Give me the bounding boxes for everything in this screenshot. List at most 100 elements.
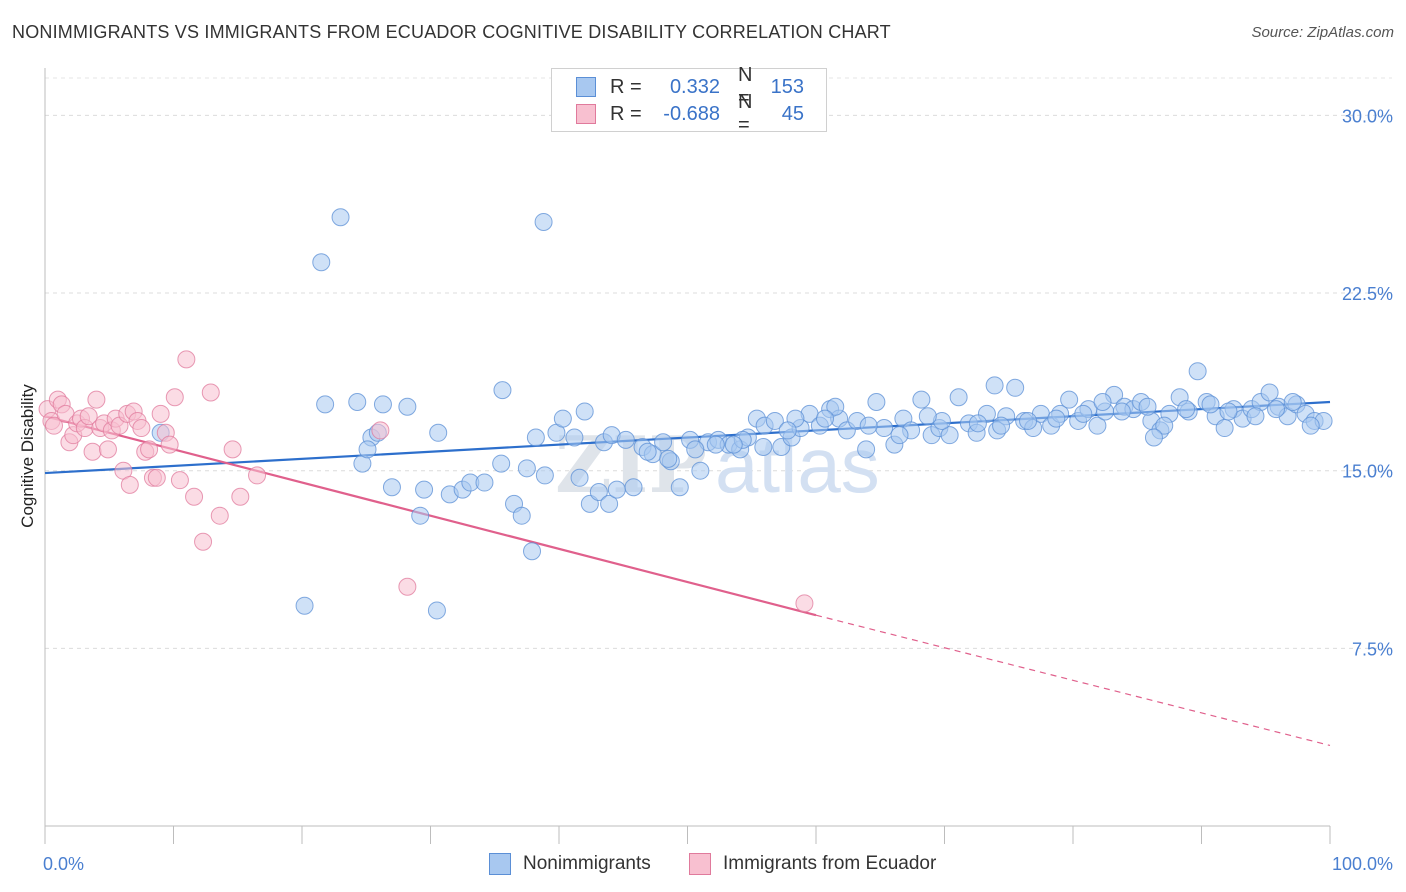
nonimmigrant-point-141: [1201, 395, 1220, 414]
x-tick-label-1: 100.0%: [1332, 854, 1393, 874]
nonimmigrant-point-136: [918, 407, 937, 426]
immigrant-point-45: [795, 594, 814, 613]
immigrant-point-40: [223, 440, 242, 459]
nonimmigrant-point-89: [1060, 390, 1079, 409]
nonimmigrant-point-25: [493, 381, 512, 400]
nonimmigrant-point-143: [1283, 392, 1302, 411]
nonimmigrant-point-41: [616, 430, 635, 449]
nonimmigrant-point-125: [1177, 400, 1196, 419]
nonimmigrant-point-2: [331, 208, 350, 227]
immigrant-point-32: [160, 435, 179, 454]
legend-n-value: 45: [781, 102, 804, 125]
immigrant-point-39: [210, 506, 229, 525]
nonimmigrant-point-67: [857, 440, 876, 459]
bottom-legend-swatch-nonimmigrants: [489, 853, 511, 875]
bottom-legend-immigrants: Immigrants from Ecuador: [689, 852, 936, 876]
immigrant-point-13: [87, 390, 106, 409]
legend-swatch-immigrants: [576, 104, 596, 124]
nonimmigrant-point-28: [535, 466, 554, 485]
nonimmigrant-point-128: [859, 416, 878, 435]
nonimmigrant-point-16: [411, 506, 430, 525]
nonimmigrant-point-146: [1093, 392, 1112, 411]
nonimmigrant-point-132: [659, 449, 678, 468]
immigrant-point-44: [398, 577, 417, 596]
y-tick-label-3: 30.0%: [1342, 106, 1393, 126]
nonimmigrant-point-37: [600, 494, 619, 513]
nonimmigrant-point-49: [691, 461, 710, 480]
nonimmigrant-point-13: [358, 440, 377, 459]
bottom-legend-label-immigrants: Immigrants from Ecuador: [723, 853, 937, 874]
tick-labels: 7.5% 15.0% 22.5% 30.0% 0.0% 100.0%: [43, 106, 1393, 874]
legend-r-value: -0.688: [663, 102, 720, 125]
immigrant-point-30: [151, 404, 170, 423]
nonimmigrant-point-148: [1144, 428, 1163, 447]
immigrant-point-16: [98, 440, 117, 459]
nonimmigrant-point-106: [1215, 419, 1234, 438]
nonimmigrant-point-9: [398, 397, 417, 416]
nonimmigrant-point-149: [754, 438, 773, 456]
bottom-legend-swatch-immigrants: [689, 853, 711, 875]
nonimmigrant-point-138: [1074, 404, 1093, 423]
nonimmigrant-point-118: [985, 376, 1004, 395]
nonimmigrant-point-124: [1138, 397, 1157, 416]
x-tick-label-0: 0.0%: [43, 854, 84, 874]
correlation-legend: R = 0.332 N = 153 R = -0.688 N = 45: [551, 64, 827, 136]
legend-n-value: 153: [770, 75, 804, 98]
nonimmigrant-point-144: [992, 416, 1011, 435]
nonimmigrant-point-150: [724, 435, 743, 454]
legend-row-nonimmigrants: R = 0.332 N = 153: [576, 64, 804, 109]
nonimmigrant-point-7: [348, 392, 367, 411]
immigrant-point-27: [140, 440, 159, 459]
nonimmigrant-point-145: [1047, 409, 1066, 428]
grid-lines: [45, 77, 1392, 649]
nonimmigrant-point-17: [429, 423, 448, 442]
nonimmigrant-point-31: [553, 409, 572, 428]
nonimmigrant-point-120: [826, 397, 845, 416]
legend-swatch-nonimmigrants: [576, 77, 596, 97]
nonimmigrant-point-14: [382, 478, 401, 497]
immigrant-point-35: [177, 350, 196, 369]
nonimmigrant-point-139: [1112, 402, 1131, 421]
nonimmigrant-point-111: [1260, 383, 1279, 402]
legend-row-immigrants: R = -0.688 N = 45: [576, 91, 804, 136]
y-tick-label-1: 15.0%: [1342, 462, 1393, 482]
nonimmigrant-point-33: [575, 402, 594, 421]
legend-r-value: 0.332: [669, 75, 720, 98]
nonimmigrant-point-34: [570, 468, 589, 487]
axes: [44, 68, 1331, 844]
nonimmigrant-point-140: [1155, 416, 1174, 435]
nonimmigrant-point-73: [912, 390, 931, 409]
nonimmigrant-point-26: [517, 459, 536, 478]
y-tick-label-0: 7.5%: [1352, 639, 1393, 659]
immigrant-point-42: [248, 466, 267, 485]
nonimmigrant-point-57: [765, 411, 784, 430]
nonimmigrant-point-83: [1006, 378, 1025, 397]
nonimmigrant-point-8: [373, 395, 392, 414]
nonimmigrant-point-15: [415, 480, 434, 499]
immigrant-point-38: [201, 383, 220, 402]
legend-r-label: R =: [610, 102, 642, 125]
nonimmigrant-point-137: [1019, 411, 1038, 430]
nonimmigrant-point-129: [890, 426, 909, 445]
immigrant-point-36: [185, 487, 204, 506]
nonimmigrant-point-127: [1267, 400, 1286, 419]
nonimmigrant-point-29: [523, 542, 542, 561]
nonimmigrant-point-77: [949, 388, 968, 407]
nonimmigrant-point-130: [706, 435, 725, 454]
nonimmigrant-point-27: [526, 428, 545, 447]
immigrant-point-12: [83, 442, 102, 461]
immigrant-point-43: [371, 421, 390, 440]
nonimmigrant-point-68: [867, 392, 886, 411]
nonimmigrant-point-24: [512, 506, 531, 525]
nonimmigrant-point-147: [1301, 416, 1320, 435]
bottom-legend-label-nonimmigrants: Nonimmigrants: [523, 853, 651, 874]
nonimmigrant-point-131: [686, 440, 705, 459]
nonimmigrant-point-76: [940, 426, 959, 445]
immigrant-point-25: [132, 419, 151, 438]
bottom-legend-nonimmigrants: Nonimmigrants: [489, 852, 651, 876]
nonimmigrant-point-126: [1219, 402, 1238, 421]
immigrant-point-2: [44, 416, 63, 435]
nonimmigrant-point-92: [1088, 416, 1107, 435]
immigrant-point-33: [165, 388, 184, 407]
